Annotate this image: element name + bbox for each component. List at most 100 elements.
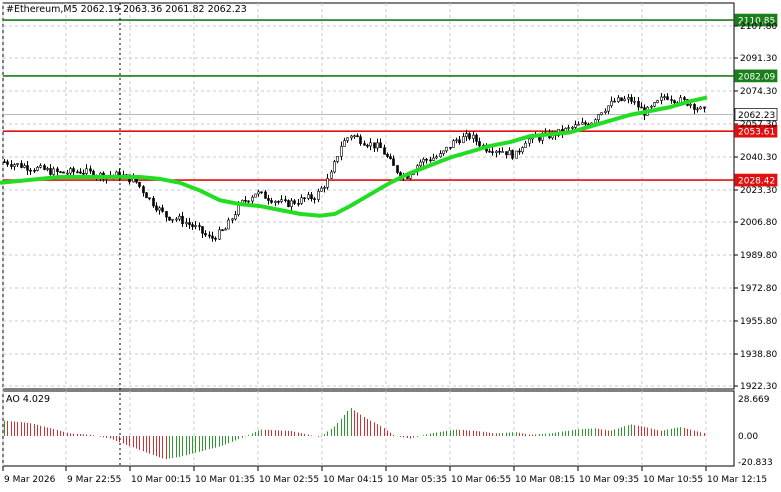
candle-body bbox=[340, 146, 343, 157]
candle-body bbox=[419, 161, 422, 167]
candle-body bbox=[66, 172, 69, 175]
candle-body bbox=[155, 205, 158, 211]
candle-body bbox=[72, 168, 75, 173]
level-2110-label: 2110.85 bbox=[738, 17, 775, 27]
candle-body bbox=[346, 137, 349, 141]
candle-body bbox=[567, 127, 570, 129]
candle-body bbox=[518, 150, 521, 153]
candle-body bbox=[171, 218, 174, 221]
candle-body bbox=[198, 225, 201, 227]
candle-body bbox=[683, 97, 686, 100]
time-tick-label: 9 Mar 2026 bbox=[4, 475, 56, 485]
candle-body bbox=[386, 154, 389, 157]
time-tick-label: 10 Mar 01:35 bbox=[195, 475, 255, 485]
candle-body bbox=[142, 186, 145, 194]
price-axis: 2107.80 2091.30 2074.30 2057.30 2040.30 2023.… bbox=[734, 22, 777, 392]
candle-body bbox=[287, 200, 290, 207]
candle-body bbox=[310, 194, 313, 200]
candle-body bbox=[693, 103, 696, 110]
candle-body bbox=[23, 165, 26, 168]
ao-axis: 28.669 0.00 -20.833 bbox=[738, 395, 773, 468]
candle-body bbox=[640, 106, 643, 109]
time-tick-label: 10 Mar 05:35 bbox=[387, 475, 447, 485]
candle-body bbox=[46, 168, 49, 170]
candle-body bbox=[201, 226, 204, 234]
candle-body bbox=[326, 178, 329, 188]
time-tick-label: 10 Mar 08:15 bbox=[515, 475, 575, 485]
candle-body bbox=[472, 134, 475, 139]
candle-body bbox=[491, 151, 494, 153]
candle-body bbox=[703, 106, 706, 109]
time-tick-label: 10 Mar 06:55 bbox=[451, 475, 511, 485]
candle-body bbox=[373, 142, 376, 149]
candle-body bbox=[16, 163, 19, 165]
candle-body bbox=[85, 168, 88, 174]
price-tick-label: 1955.80 bbox=[740, 317, 777, 327]
candle-body bbox=[498, 150, 501, 153]
candle-body bbox=[284, 199, 287, 201]
candle-body bbox=[39, 165, 42, 168]
candle-body bbox=[350, 135, 353, 139]
candle-body bbox=[33, 170, 36, 172]
candle-body bbox=[52, 168, 55, 175]
level-2028-tag bbox=[734, 173, 778, 187]
candle-body bbox=[425, 158, 428, 161]
candle-body bbox=[699, 106, 702, 110]
ao-histogram bbox=[4, 407, 705, 460]
candle-body bbox=[663, 96, 666, 98]
candle-body bbox=[650, 105, 653, 108]
price-tick-label: 1938.80 bbox=[740, 350, 777, 360]
candle-body bbox=[445, 146, 448, 152]
chart-title: #Ethereum,M5 2062.19 2063.36 2061.82 206… bbox=[6, 4, 247, 15]
moving-average bbox=[0, 95, 708, 218]
candle-body bbox=[303, 197, 306, 200]
ao-tick-label: 28.669 bbox=[738, 395, 770, 405]
candle-body bbox=[152, 197, 155, 207]
candles[interactable] bbox=[3, 93, 706, 242]
candle-body bbox=[234, 214, 237, 220]
candle-body bbox=[185, 222, 188, 225]
candle-body bbox=[251, 196, 254, 202]
candle-body bbox=[637, 100, 640, 108]
candle-body bbox=[3, 161, 6, 163]
candle-body bbox=[221, 229, 224, 232]
candle-body bbox=[343, 140, 346, 147]
candle-body bbox=[475, 134, 478, 142]
candle-body bbox=[13, 164, 16, 167]
price-tick-label: 1989.80 bbox=[740, 251, 777, 261]
candle-body bbox=[666, 96, 669, 100]
candle-body bbox=[49, 168, 52, 175]
candle-body bbox=[26, 165, 29, 171]
grid bbox=[2, 3, 734, 466]
candle-body bbox=[369, 142, 372, 147]
price-tick-label: 2057.30 bbox=[740, 120, 777, 130]
price-tick-label: 2091.30 bbox=[740, 54, 777, 64]
candle-body bbox=[627, 97, 630, 100]
candle-body bbox=[508, 150, 511, 156]
candle-body bbox=[613, 100, 616, 103]
time-tick-label: 10 Mar 10:55 bbox=[643, 475, 703, 485]
candle-body bbox=[211, 235, 214, 239]
candle-body bbox=[280, 199, 283, 202]
candle-body bbox=[82, 172, 85, 175]
candle-body bbox=[168, 216, 171, 221]
candle-body bbox=[208, 234, 211, 237]
price-tick-label: 2006.80 bbox=[740, 218, 777, 228]
candle-body bbox=[175, 218, 178, 221]
candle-body bbox=[501, 151, 504, 153]
candle-body bbox=[257, 191, 260, 195]
candle-body bbox=[43, 165, 46, 170]
time-tick-label: 10 Mar 04:15 bbox=[323, 475, 383, 485]
candle-body bbox=[442, 150, 445, 154]
candle-body bbox=[379, 142, 382, 148]
level-lines[interactable]: 2110.85 2082.09 2062.23 2053.61 2028.42 bbox=[3, 13, 778, 187]
candle-body bbox=[505, 151, 508, 156]
candle-body bbox=[488, 150, 491, 153]
candle-body bbox=[439, 153, 442, 158]
price-tick-label: 1922.30 bbox=[740, 382, 777, 392]
candle-body bbox=[307, 194, 310, 199]
candle-body bbox=[254, 193, 257, 198]
indicator-title: AO 4.029 bbox=[6, 394, 51, 405]
